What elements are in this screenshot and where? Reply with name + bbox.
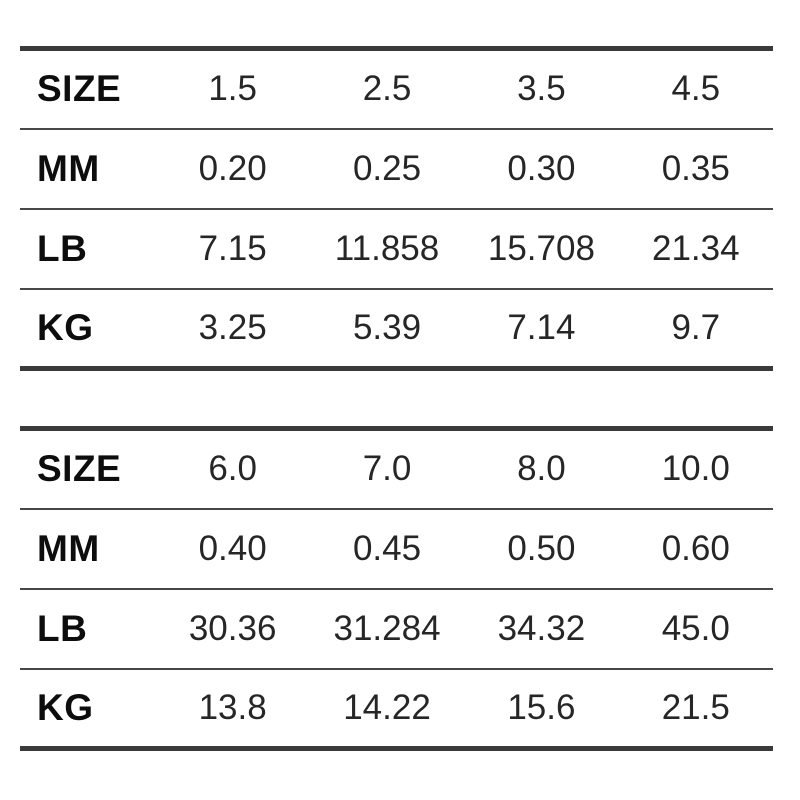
cell-kg-2: 14.22 bbox=[343, 687, 431, 727]
cell-lb-2: 31.284 bbox=[333, 608, 441, 648]
cell-size-2: 7.0 bbox=[362, 449, 412, 489]
table-row-kg: KG 13.8 14.22 15.6 21.5 bbox=[20, 669, 773, 749]
cell-kg-4: 9.7 bbox=[671, 307, 721, 347]
cell-size-4: 10.0 bbox=[661, 449, 730, 489]
cell-mm-3: 0.30 bbox=[507, 148, 576, 188]
cell-kg-3: 7.14 bbox=[507, 307, 576, 347]
row-label-kg: KG bbox=[37, 306, 94, 348]
cell-lb-1: 7.15 bbox=[198, 228, 267, 268]
cell-mm-4: 0.60 bbox=[661, 528, 730, 568]
row-label-mm: MM bbox=[37, 527, 100, 569]
size-table-1-wrap: SIZE 1.5 2.5 3.5 4.5 MM 0.20 0.25 0.30 0… bbox=[20, 46, 773, 371]
cell-kg-2: 5.39 bbox=[352, 307, 422, 347]
table-row-lb: LB 30.36 31.284 34.32 45.0 bbox=[20, 589, 773, 669]
cell-size-3: 3.5 bbox=[517, 69, 566, 109]
cell-kg-1: 13.8 bbox=[198, 687, 267, 727]
cell-size-1: 6.0 bbox=[208, 449, 257, 489]
row-label-mm: MM bbox=[37, 147, 100, 189]
cell-size-4: 4.5 bbox=[671, 69, 721, 109]
row-label-size: SIZE bbox=[37, 448, 122, 490]
cell-mm-4: 0.35 bbox=[661, 148, 730, 188]
cell-mm-1: 0.40 bbox=[198, 528, 267, 568]
size-table-2: SIZE 6.0 7.0 8.0 10.0 MM 0.40 0.45 0.50 … bbox=[20, 426, 773, 751]
cell-kg-3: 15.6 bbox=[507, 687, 576, 727]
cell-size-3: 8.0 bbox=[517, 449, 566, 489]
row-label-lb: LB bbox=[37, 607, 88, 649]
cell-mm-2: 0.45 bbox=[352, 528, 422, 568]
table-row-lb: LB 7.15 11.858 15.708 21.34 bbox=[20, 209, 773, 289]
row-label-kg: KG bbox=[37, 686, 94, 728]
row-label-lb: LB bbox=[37, 227, 88, 269]
row-label-size: SIZE bbox=[37, 68, 122, 110]
cell-lb-1: 30.36 bbox=[188, 608, 277, 648]
cell-kg-1: 3.25 bbox=[198, 307, 267, 347]
cell-lb-3: 15.708 bbox=[487, 228, 595, 268]
table-row-mm: MM 0.40 0.45 0.50 0.60 bbox=[20, 509, 773, 589]
size-table-1: SIZE 1.5 2.5 3.5 4.5 MM 0.20 0.25 0.30 0… bbox=[20, 46, 773, 371]
table-row-size: SIZE 6.0 7.0 8.0 10.0 bbox=[20, 429, 773, 509]
cell-lb-3: 34.32 bbox=[497, 608, 586, 648]
size-table-2-wrap: SIZE 6.0 7.0 8.0 10.0 MM 0.40 0.45 0.50 … bbox=[20, 426, 773, 751]
cell-mm-1: 0.20 bbox=[198, 148, 267, 188]
table-gap bbox=[0, 371, 800, 426]
cell-mm-2: 0.25 bbox=[352, 148, 422, 188]
cell-size-2: 2.5 bbox=[362, 69, 412, 109]
cell-size-1: 1.5 bbox=[208, 69, 257, 109]
table-row-size: SIZE 1.5 2.5 3.5 4.5 bbox=[20, 49, 773, 129]
cell-lb-4: 45.0 bbox=[661, 608, 730, 648]
table-row-mm: MM 0.20 0.25 0.30 0.35 bbox=[20, 129, 773, 209]
cell-lb-4: 21.34 bbox=[651, 228, 740, 268]
cell-mm-3: 0.50 bbox=[507, 528, 576, 568]
cell-lb-2: 11.858 bbox=[334, 228, 440, 268]
table-row-kg: KG 3.25 5.39 7.14 9.7 bbox=[20, 289, 773, 369]
cell-kg-4: 21.5 bbox=[661, 687, 730, 727]
